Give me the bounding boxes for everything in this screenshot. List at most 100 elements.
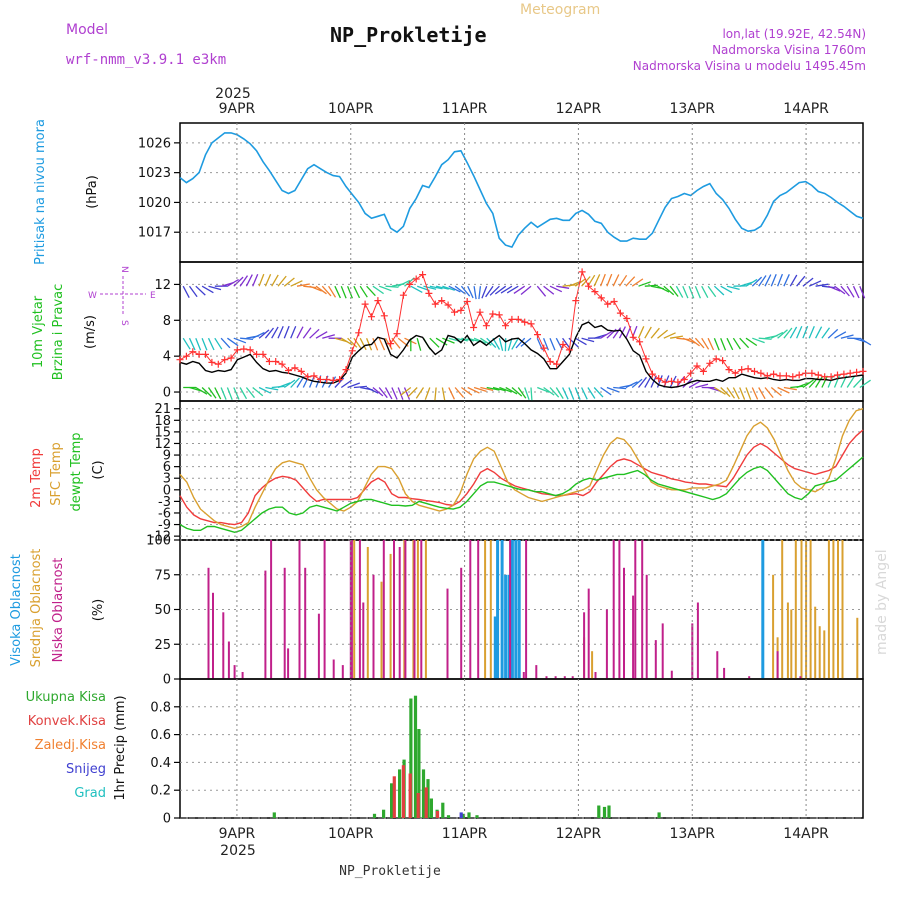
wind-barb [726,337,734,351]
wind-barb [859,379,871,389]
wind-barb [359,337,367,351]
wind-gust-marker [227,354,235,362]
convective-legend: Konvek.Kisa [28,714,106,729]
precip-ytick-label: 0.8 [150,700,171,715]
cloud-bar-high_cloud [493,616,497,679]
top-day-label: 10APR [328,101,374,117]
wind-barb [732,337,741,350]
wind-barb [852,285,860,299]
wind-gust-marker [463,298,471,305]
wind-barb [720,337,727,351]
cloud-bar-mid_cloud [781,540,784,679]
wind-gust-marker [808,369,816,377]
temperature-ytick-label: -6 [158,506,171,521]
wind-barb [315,331,328,339]
cloud-bar-low_cloud [545,676,548,679]
wind-barb [271,326,279,339]
wind-gust-marker [482,322,490,330]
wind-barb [783,274,790,287]
cloud-bar-low_cloud [776,651,779,679]
cloud-bar-low_cloud [477,540,480,679]
wind-barb [233,276,244,287]
wind-barb [796,326,803,339]
wind-barb [188,337,196,351]
wind-barb [372,285,384,295]
cloud-bar-low_cloud [618,540,621,679]
wind-gust-marker [265,358,273,365]
wind-barb [208,285,222,291]
cloud-bar-mid_cloud [794,540,797,679]
cloud-bar-low_cloud [594,672,597,679]
wind-barb [233,387,240,400]
wind-gust-marker [687,369,695,377]
wind-barb [600,386,612,396]
wind-barb [707,337,715,351]
wind-gust-marker [546,358,554,365]
wind-barb [321,285,332,297]
wind-gust-marker [195,350,203,358]
wind-compass: W E N S [88,266,156,326]
cloud-bar-low_cloud [323,540,326,679]
wind-barb [758,275,767,287]
wind-barb [581,337,595,343]
wind-gust-marker [214,360,222,368]
temperature-ytick-label: 15 [154,425,171,440]
wind-barb [454,285,466,295]
wind-ytick-label: 0 [163,386,171,401]
cloud-bar-mid_cloud [814,606,817,679]
wind-barb [859,285,866,299]
temperature-ytick-label: 12 [154,437,171,452]
wind-gust-marker [368,313,375,321]
wind-barb [720,285,733,294]
cloud-bar-low_cloud [522,672,525,679]
wind-barb [783,327,793,339]
wind-gust-marker [661,378,669,386]
wind-barb [549,285,563,293]
wind-barb [220,337,231,349]
wind-barb [549,337,556,351]
wind-barb [494,285,507,295]
wind-barb [764,274,772,287]
cloud-bar-low_cloud [634,540,637,679]
wind-barb [372,387,384,397]
wind-barb [511,337,519,350]
cloud-bar-low_cloud [372,574,375,680]
sfctemp-side-label: SFC Temp [49,442,64,506]
wind-barb [802,379,814,389]
temperature-ytick-label: -9 [158,518,171,533]
wind-barb [846,376,855,388]
precip-bar-total_precip [467,812,471,818]
wind-barb [403,387,411,400]
wind-barb [258,386,272,394]
cloud-bar-low_cloud [270,540,273,679]
wind-barb [515,337,526,349]
cloud-bar-mid_cloud [772,574,775,680]
cloud-bar-low_cloud [413,540,416,679]
wind-gust-marker [731,369,739,377]
cloud-bar-high_cloud [517,540,521,679]
wind-barb [227,278,239,287]
cloud-bar-low_cloud [563,676,566,679]
wind-gust-marker [336,376,344,383]
wind-barb [840,285,850,297]
wind-gust-marker [629,333,637,341]
wind-barb [182,285,190,299]
model-label: Model [66,22,108,38]
cloud-bar-mid_cloud [837,540,839,679]
bottom-day-label: 11APR [442,826,488,842]
wind-gust-marker [176,356,184,364]
wind-gust-marker [457,306,465,314]
wind-barb [650,327,660,339]
cloud-bar-low_cloud [350,540,353,679]
wind-gust-marker [310,372,318,380]
wind-gust-marker [789,373,797,381]
wind-barb [802,277,814,287]
wind-barb [764,387,774,399]
wind-gust-marker [565,346,573,354]
wind-barb [252,331,265,339]
wind-barb [239,387,248,400]
wind-gust-marker [476,308,484,316]
wind-barb [688,337,700,347]
temperature-ytick-label: -3 [158,495,171,510]
